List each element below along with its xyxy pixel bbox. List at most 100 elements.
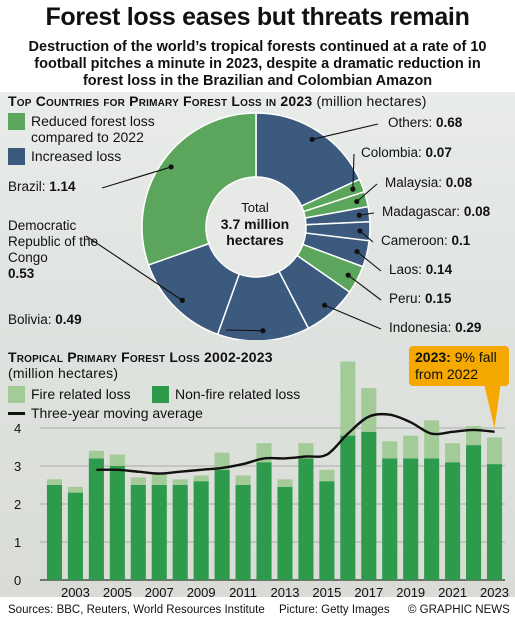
label-cameroon: Cameroon: 0.1 (381, 233, 471, 248)
x-tick-label: 2003 (61, 585, 90, 600)
bar-nonfire-2007 (151, 485, 167, 580)
bar-fire-2021 (445, 443, 461, 463)
legend-nonfire-swatch (152, 386, 169, 403)
donut-chart (85, 112, 382, 340)
leader-line (311, 123, 379, 140)
leader-line (352, 153, 355, 190)
bar-fire-2011 (235, 475, 251, 485)
bar-fire-2016 (340, 361, 356, 436)
leader-line (356, 251, 382, 272)
leader-line (101, 166, 172, 189)
leader-dot (350, 186, 356, 192)
donut-slice-others (255, 112, 361, 208)
bar-fire-2004 (88, 450, 104, 459)
bar-fire-2006 (130, 477, 146, 485)
bar-fire-2009 (193, 475, 209, 482)
graphic-news-credit: © GRAPHIC NEWS (408, 604, 510, 616)
bar-fire-2005 (109, 454, 125, 466)
bar-nonfire-2020 (424, 458, 440, 580)
leader-line (225, 329, 263, 332)
bar-fire-2015 (319, 469, 335, 482)
legend-line-label: Three-year moving average (31, 405, 203, 421)
x-tick-label: 2023 (480, 585, 509, 600)
bar-nonfire-2003 (67, 492, 83, 580)
leader-dot (309, 136, 315, 143)
leader-dot (356, 212, 362, 218)
x-tick-label: 2015 (312, 585, 341, 600)
legend-increased: Increased loss (8, 148, 121, 165)
bar-fire-2002 (46, 479, 63, 485)
leader-dot (168, 164, 174, 170)
label-bolivia: Bolivia: 0.49 (8, 312, 82, 327)
legend-moving-average: Three-year moving average (8, 405, 203, 421)
leader-dot (354, 198, 360, 205)
y-tick-label: 0 (14, 573, 21, 588)
legend-nonfire-label: Non-fire related loss (175, 386, 301, 402)
bar-fire-2014 (298, 443, 314, 459)
bar-fire-2018 (382, 441, 398, 459)
bar-title: Tropical Primary Forest Loss 2002-2023 (m… (8, 349, 273, 381)
y-tick-label: 2 (14, 497, 21, 512)
x-tick-label: 2011 (229, 585, 257, 600)
bar-nonfire-2016 (340, 435, 356, 580)
y-tick-label: 1 (14, 535, 21, 550)
bar-nonfire-2022 (466, 445, 482, 580)
legend-reduced-swatch (8, 113, 25, 130)
legend-fire-swatch (8, 386, 25, 403)
legend-fire-label: Fire related loss (31, 386, 131, 402)
bar-fire-2003 (67, 486, 83, 493)
legend-increased-swatch (8, 148, 25, 165)
leader-dot (260, 328, 266, 334)
callout-2023: 2023: 9% fall from 2022 (409, 346, 509, 386)
headline: Forest loss eases but threats remain (45, 3, 470, 31)
x-tick-label: 2009 (187, 585, 216, 600)
donut-total: Total 3.7 million hectares (200, 200, 310, 248)
bar-nonfire-2019 (403, 458, 419, 580)
x-tick-label: 2007 (145, 585, 174, 600)
y-tick-label: 3 (14, 459, 21, 474)
legend-increased-label: Increased loss (31, 148, 122, 164)
leader-line (347, 274, 382, 301)
leader-line (356, 183, 378, 202)
leader-line (85, 235, 183, 301)
bar-nonfire-2005 (109, 466, 125, 580)
label-indonesia: Indonesia: 0.29 (389, 320, 482, 335)
leader-dot (322, 302, 328, 308)
bar-nonfire-2010 (214, 469, 230, 580)
x-tick-label: 2017 (354, 585, 383, 600)
moving-average-line (96, 412, 495, 475)
bar-fire-2023 (486, 437, 503, 465)
donut-title: Top Countries for Primary Forest Loss in… (8, 93, 427, 109)
leader-line (324, 304, 382, 330)
bar-fire-2010 (214, 452, 230, 470)
picture-credit: Picture: Getty Images (279, 604, 390, 616)
leader-dot (354, 248, 360, 255)
bar-fire-2013 (277, 479, 293, 487)
bar-fire-2017 (361, 388, 377, 432)
bar-fire-2007 (151, 473, 167, 485)
total-label: Total (241, 200, 269, 215)
legend-nonfire: Non-fire related loss (152, 386, 300, 403)
label-laos: Laos: 0.14 (389, 262, 453, 277)
x-tick-label: 2005 (103, 585, 132, 600)
bar-nonfire-2011 (235, 485, 251, 580)
bar-nonfire-2013 (277, 486, 293, 580)
label-madagascar: Madagascar: 0.08 (382, 204, 491, 219)
total-value: 3.7 million hectares (220, 216, 290, 248)
bar-nonfire-2002 (46, 485, 63, 580)
label-colombia: Colombia: 0.07 (361, 145, 452, 160)
bar-nonfire-2012 (256, 462, 272, 580)
donut-slice-brazil (141, 112, 257, 266)
label-malaysia: Malaysia: 0.08 (385, 175, 473, 190)
label-others: Others: 0.68 (388, 115, 463, 130)
bar-nonfire-2008 (172, 485, 188, 580)
label-brazil: Brazil: 1.14 (8, 179, 76, 194)
leader-dot (179, 297, 185, 303)
subheadline: Destruction of the world’s tropical fore… (28, 39, 487, 89)
legend-fire: Fire related loss (8, 386, 131, 403)
bar-nonfire-2021 (445, 462, 461, 580)
label-drc: Democratic Republic of the Congo 0.53 (8, 218, 99, 281)
x-tick-label: 2019 (396, 585, 425, 600)
bar-fire-2008 (172, 479, 188, 485)
